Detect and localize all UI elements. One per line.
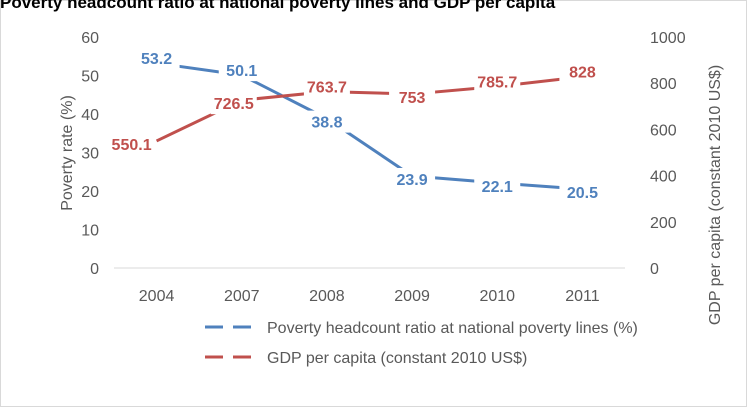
y-left-tick-label: 30 (81, 146, 99, 163)
chart-title: Poverty headcount ratio at national pove… (0, 0, 748, 22)
data-label: 753 (399, 90, 426, 107)
y-right-tick-label: 600 (650, 122, 677, 139)
x-tick-label: 2007 (224, 288, 260, 305)
data-label-bg (559, 60, 606, 83)
data-label: 23.9 (397, 172, 428, 189)
legend-label: GDP per capita (constant 2010 US$) (267, 350, 527, 367)
data-label-bg (474, 70, 521, 93)
data-label: 785.7 (477, 75, 517, 92)
y-left-tick-label: 20 (81, 184, 99, 201)
data-label-bg (303, 110, 350, 133)
x-tick-label: 2009 (394, 288, 430, 305)
y-right-tick-label: 800 (650, 76, 677, 93)
y-right-tick-label: 0 (650, 261, 659, 278)
data-label-bg (210, 92, 257, 115)
data-label: 50.1 (226, 63, 257, 80)
data-label-bg (474, 174, 521, 197)
chart-title-text: Poverty headcount ratio at national pove… (0, 0, 556, 12)
data-label: 22.1 (482, 179, 513, 196)
y-left-tick-label: 0 (90, 261, 99, 278)
y-right-tick-label: 1000 (650, 30, 686, 47)
legend-label: Poverty headcount ratio at national pove… (267, 320, 638, 337)
x-tick-label: 2008 (309, 288, 345, 305)
data-label-bg (389, 167, 436, 190)
y-right-tick-label: 400 (650, 169, 677, 186)
data-label: 763.7 (307, 80, 347, 97)
data-label-bg (108, 132, 155, 155)
y-left-axis-title: Poverty rate (%) (59, 95, 76, 211)
data-label-bg (133, 47, 180, 70)
data-label: 20.5 (567, 185, 598, 202)
data-label: 828 (569, 65, 596, 82)
x-tick-label: 2004 (139, 288, 175, 305)
data-label-bg (389, 86, 436, 109)
data-label-bg (303, 75, 350, 98)
y-right-tick-label: 200 (650, 215, 677, 232)
data-label: 550.1 (112, 137, 152, 154)
y-right-axis-title: GDP per capita (constant 2010 US$) (707, 65, 724, 325)
data-label: 726.5 (214, 96, 254, 113)
y-left-tick-label: 60 (81, 30, 99, 47)
y-left-tick-label: 10 (81, 223, 99, 240)
data-label-bg (218, 59, 265, 82)
y-left-tick-label: 50 (81, 69, 99, 86)
y-left-tick-label: 40 (81, 107, 99, 124)
x-tick-label: 2010 (479, 288, 515, 305)
x-tick-label: 2011 (565, 288, 600, 305)
data-label: 38.8 (311, 115, 342, 132)
data-label: 53.2 (141, 51, 172, 68)
data-label-bg (559, 181, 606, 204)
